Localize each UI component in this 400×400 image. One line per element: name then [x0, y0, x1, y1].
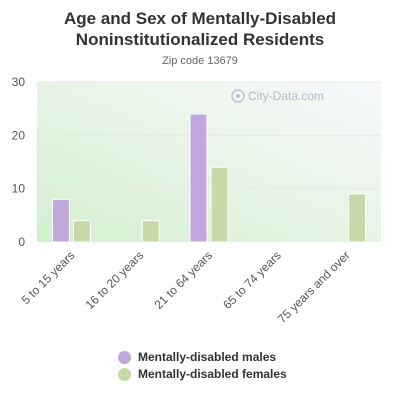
plot-area [37, 82, 381, 242]
chart-title: Age and Sex of Mentally-Disabled Noninst… [63, 9, 337, 49]
chart-subtitle: Zip code 13679 [162, 55, 238, 67]
y-tick-label: 10 [12, 182, 26, 196]
legend-label-males: Mentally-disabled males [138, 350, 277, 364]
x-tick-label: 75 years and over [275, 248, 353, 326]
bar-males [51, 198, 70, 243]
legend: Mentally-disabled males Mentally-disable… [118, 349, 287, 383]
x-tick-label: 65 to 74 years [220, 248, 284, 312]
watermark: City-Data.com [231, 89, 324, 103]
bar-females [72, 220, 91, 243]
y-tick-label: 0 [18, 235, 25, 249]
x-tick-label: 5 to 15 years [19, 248, 78, 307]
x-tick-label: 21 to 64 years [151, 248, 215, 312]
legend-label-females: Mentally-disabled females [138, 367, 287, 381]
bar-females [348, 193, 367, 243]
y-tick-label: 30 [12, 75, 26, 89]
svg-text:City-Data.com: City-Data.com [248, 89, 324, 103]
bar-females [141, 220, 160, 243]
legend-swatch-males [118, 350, 131, 364]
y-tick-label: 20 [12, 128, 26, 142]
legend-item-males: Mentally-disabled males [118, 349, 287, 365]
bar-females [210, 166, 229, 243]
x-tick-label: 16 to 20 years [83, 248, 147, 312]
bar-males [189, 113, 208, 243]
legend-swatch-females [118, 367, 131, 381]
legend-item-females: Mentally-disabled females [118, 366, 287, 382]
